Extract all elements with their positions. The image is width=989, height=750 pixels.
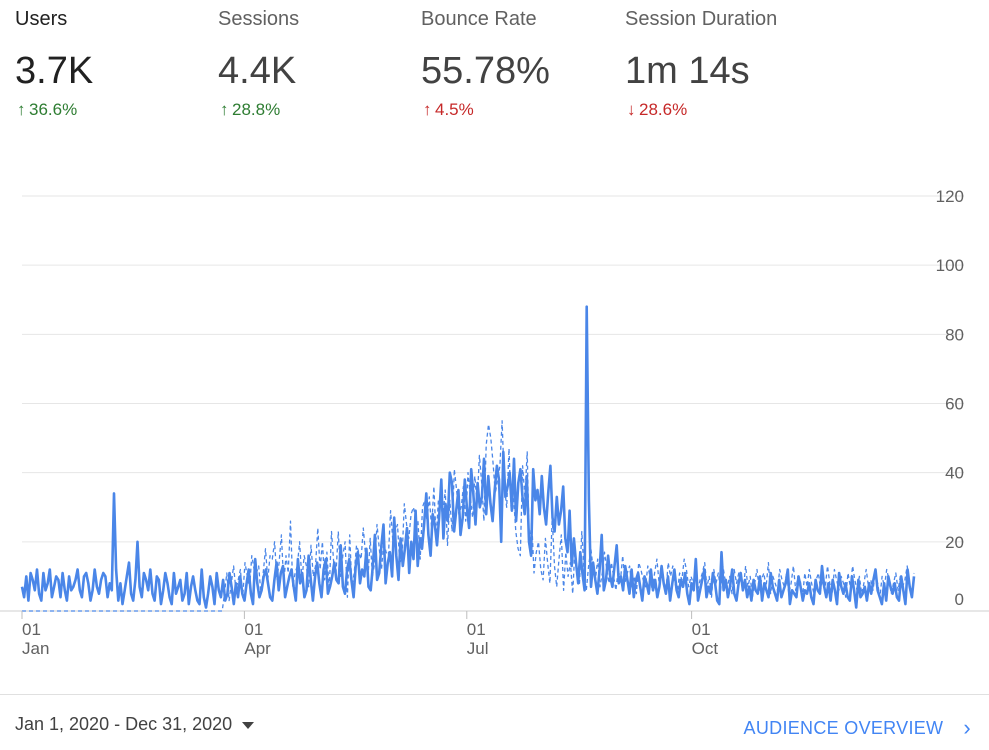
arrow-up-icon: ↑ [17, 100, 26, 119]
metric-value: 55.78% [421, 50, 550, 92]
x-tick-day-label: 01 [244, 620, 263, 639]
x-tick-day-label: 01 [692, 620, 711, 639]
series-line-previous-period[interactable] [22, 420, 915, 612]
y-tick-label: 80 [945, 325, 964, 344]
caret-down-icon [242, 721, 255, 729]
metric-value: 4.4K [218, 50, 297, 92]
arrow-down-icon: ↓ [627, 100, 636, 119]
metric-name: Users [15, 8, 68, 30]
metric-value: 1m 14s [625, 50, 750, 92]
y-tick-label: 120 [936, 187, 964, 206]
x-tick-month-label: Oct [692, 639, 719, 658]
x-tick-month-label: Jan [22, 639, 49, 658]
metric-name: Bounce Rate [421, 8, 537, 30]
metric-name: Session Duration [625, 8, 778, 30]
metric-value: 3.7K [15, 50, 94, 92]
metric-change-value: 4.5% [435, 100, 474, 119]
y-tick-label: 100 [936, 256, 964, 275]
audience-overview-label: AUDIENCE OVERVIEW [743, 718, 944, 738]
y-axis-ticks: 0 20 40 60 80 100 120 [936, 187, 964, 609]
chevron-right-icon: › [963, 715, 971, 740]
metric-change: ↑ 36.6% [17, 100, 77, 120]
arrow-up-icon: ↑ [220, 100, 229, 119]
metric-tab-users[interactable]: Users 3.7K ↑ 36.6% [15, 0, 215, 130]
date-range-selector[interactable]: Jan 1, 2020 - Dec 31, 2020 [15, 714, 255, 735]
audience-overview-link[interactable]: AUDIENCE OVERVIEW › [744, 714, 971, 740]
footer-divider [0, 694, 989, 695]
x-tick-day-label: 01 [467, 620, 486, 639]
arrow-up-icon: ↑ [423, 100, 432, 119]
chart-gridlines [0, 195, 989, 612]
metric-change-value: 36.6% [29, 100, 78, 119]
metric-tab-session-duration[interactable]: Session Duration 1m 14s ↓ 28.6% [625, 0, 825, 130]
metric-change: ↓ 28.6% [627, 100, 687, 120]
chart-series [20, 305, 916, 612]
metric-change: ↑ 28.8% [220, 100, 280, 120]
metric-name: Sessions [218, 8, 300, 30]
metric-tab-bounce-rate[interactable]: Bounce Rate 55.78% ↑ 4.5% [421, 0, 621, 130]
metric-change: ↑ 4.5% [423, 100, 474, 120]
metric-change-value: 28.6% [639, 100, 688, 119]
date-range-label: Jan 1, 2020 - Dec 31, 2020 [15, 714, 233, 734]
y-tick-label: 20 [945, 533, 964, 552]
x-tick-day-label: 01 [22, 620, 41, 639]
series-line-current-period[interactable] [20, 305, 916, 609]
y-tick-label: 60 [945, 395, 964, 414]
x-tick-month-label: Apr [244, 639, 271, 658]
x-tick-month-label: Jul [467, 639, 489, 658]
y-tick-label: 0 [955, 590, 964, 609]
metric-tab-sessions[interactable]: Sessions 4.4K ↑ 28.8% [218, 0, 418, 130]
y-tick-label: 40 [945, 464, 964, 483]
metric-change-value: 28.8% [232, 100, 281, 119]
